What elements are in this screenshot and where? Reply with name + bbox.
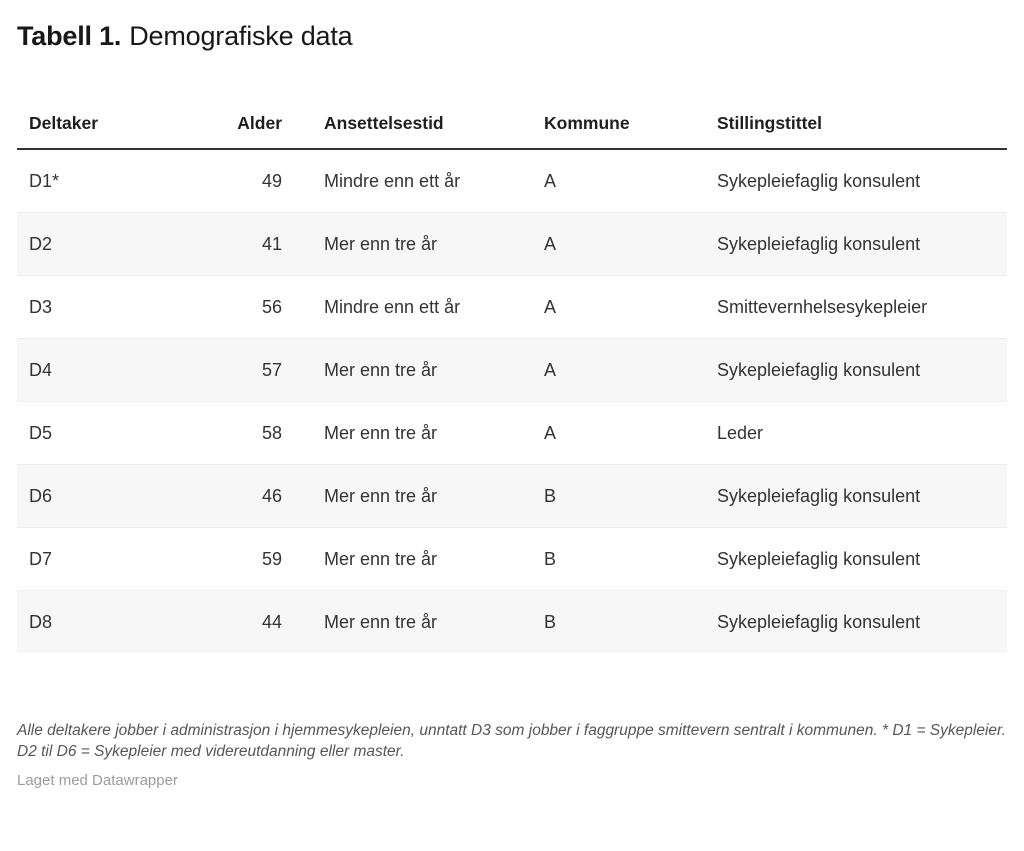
cell-kommune: B — [532, 590, 705, 653]
cell-ansettelsestid: Mindre enn ett år — [324, 171, 461, 191]
table-row: D5 58 Mer enn tre år A Leder — [17, 401, 1007, 465]
cell-alder: 41 — [210, 212, 294, 276]
cell-stillingstittel: Sykepleiefaglig konsulent — [705, 212, 1007, 276]
cell-deltaker: D1* — [29, 171, 60, 191]
cell-deltaker: D2 — [17, 212, 210, 276]
title-prefix: Tabell 1. — [17, 21, 122, 51]
table-row: D3 56 Mindre enn ett år A Smittevernhelsesyk… — [17, 275, 1007, 339]
cell-deltaker: D7 — [17, 527, 210, 591]
cell-kommune: B — [532, 464, 705, 528]
column-header-kommune: Kommune — [532, 105, 705, 150]
cell-ansettelsestid: Mer enn tre år — [294, 338, 532, 402]
cell-stillingstittel: Sykepleiefaglig konsulent — [705, 527, 1007, 591]
cell-kommune: A — [544, 171, 557, 191]
cell-ansettelsestid: Mer enn tre år — [294, 527, 532, 591]
cell-ansettelsestid: Mer enn tre år — [294, 212, 532, 276]
cell-kommune: A — [532, 401, 705, 465]
cell-deltaker: D4 — [17, 338, 210, 402]
column-header-alder: Alder — [210, 105, 294, 150]
table-row: D6 46 Mer enn tre år B Sykepleiefaglig konsu… — [17, 464, 1007, 528]
cell-deltaker: D5 — [17, 401, 210, 465]
cell-deltaker: D3 — [17, 275, 210, 339]
table-body: D1* 49 Mindre enn ett år A Sykepleiefaglig k… — [17, 149, 1007, 653]
table-head: Deltaker Alder Ansettelsestid Kommune Stilli… — [17, 105, 1007, 150]
cell-stillingstittel: Smittevernhelsesykepleier — [705, 275, 1007, 339]
table-row: D8 44 Mer enn tre år B Sykepleiefaglig konsu… — [17, 590, 1007, 653]
cell-ansettelsestid: Mer enn tre år — [294, 401, 532, 465]
cell-stillingstittel: Sykepleiefaglig konsulent — [705, 338, 1007, 402]
table-footnote: Alle deltakere jobber i administrasjon i… — [17, 722, 1006, 760]
cell-alder: 46 — [210, 464, 294, 528]
cell-kommune: B — [532, 527, 705, 591]
cell-deltaker: D8 — [17, 590, 210, 653]
cell-stillingstittel: Sykepleiefaglig konsulent — [705, 590, 1007, 653]
datawrapper-credit-link[interactable]: Laget med Datawrapper — [17, 772, 178, 789]
table-row: D2 41 Mer enn tre år A Sykepleiefaglig konsu… — [17, 212, 1007, 276]
page-title: Tabell 1. Demografiske data — [17, 20, 1007, 52]
demographics-table: Deltaker Alder Ansettelsestid Kommune Stilli… — [17, 105, 1007, 653]
cell-alder: 44 — [210, 590, 294, 653]
column-header-deltaker: Deltaker — [17, 105, 210, 150]
cell-kommune: A — [532, 338, 705, 402]
cell-ansettelsestid: Mer enn tre år — [294, 464, 532, 528]
column-header-stillingstittel: Stillingstittel — [705, 105, 1007, 150]
cell-stillingstittel: Leder — [705, 401, 1007, 465]
table-row: D7 59 Mer enn tre år B Sykepleiefaglig konsu… — [17, 527, 1007, 591]
cell-alder: 57 — [210, 338, 294, 402]
cell-kommune: A — [532, 212, 705, 276]
cell-alder: 59 — [210, 527, 294, 591]
column-header-ansettelsestid: Ansettelsestid — [294, 105, 532, 150]
table-header-row: Deltaker Alder Ansettelsestid Kommune Stilli… — [17, 105, 1007, 150]
cell-stillingstittel: Sykepleiefaglig konsulent — [705, 464, 1007, 528]
cell-kommune: A — [532, 275, 705, 339]
table-row: D4 57 Mer enn tre år A Sykepleiefaglig konsu… — [17, 338, 1007, 402]
cell-alder: 56 — [210, 275, 294, 339]
title-text: Demografiske data — [129, 21, 353, 51]
cell-alder: 49 — [261, 171, 282, 191]
cell-alder: 58 — [210, 401, 294, 465]
cell-stillingstittel: Sykepleiefaglig konsulent — [717, 171, 921, 191]
cell-ansettelsestid: Mer enn tre år — [294, 590, 532, 653]
table-row: D1* 49 Mindre enn ett år A Sykepleiefaglig k… — [17, 149, 1007, 213]
cell-ansettelsestid: Mindre enn ett år — [294, 275, 532, 339]
cell-deltaker: D6 — [17, 464, 210, 528]
